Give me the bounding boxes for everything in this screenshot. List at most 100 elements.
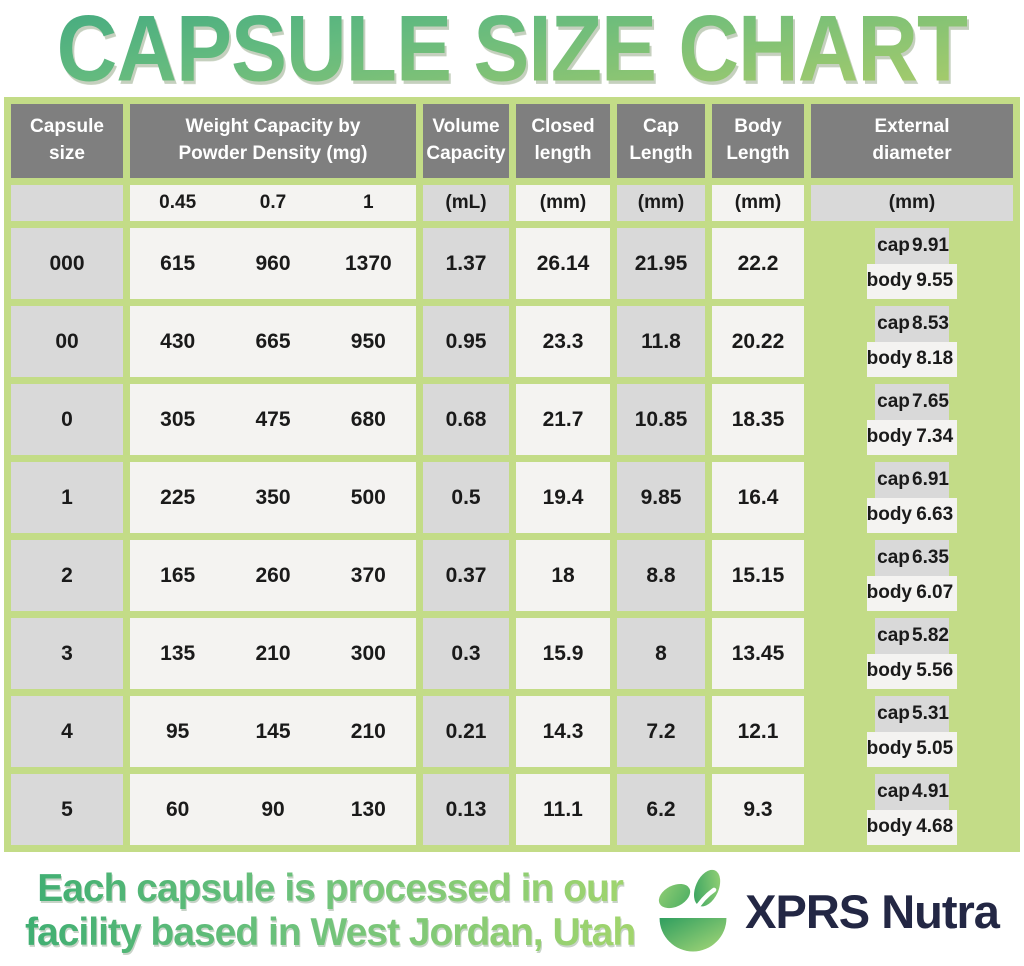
weight-07: 475 [255,407,291,431]
header-closed-length-label: Closed length [531,116,595,164]
body-length-cell: 12.1 [712,696,804,767]
body-length-cell: 22.2 [712,228,804,299]
header-external-diameter-label: External diameter [872,116,952,164]
external-body-row: body 6.07 [866,575,958,611]
weight-045: 225 [160,485,196,509]
external-cap-row: cap 4.91 [875,774,949,810]
capsule-size-cell: 2 [11,540,123,611]
closed-length-cell: 15.9 [516,618,610,689]
ext-cap-value: 5.31 [912,702,949,724]
weight-1: 500 [350,485,386,509]
ext-cap-label: cap [877,624,910,646]
closed-length-cell: 11.1 [516,774,610,845]
weight-045: 615 [160,251,196,275]
external-diameter-cell: cap 9.91 body 9.55 [811,228,1013,299]
table-row-00: 00 430 665 950 0.95 23.3 11.8 20.22 cap … [11,306,1013,377]
weight-capacity-cell: 430 665 950 [130,306,416,377]
header-volume-capacity-label: Volume Capacity [426,116,506,164]
ext-body-value: 8.18 [916,348,954,370]
weight-07: 145 [255,719,291,743]
volume-capacity-cell: 0.21 [423,696,509,767]
external-diameter-cell: cap 5.82 body 5.56 [811,618,1013,689]
body-length-cell: 9.3 [712,774,804,845]
external-diameter-cell: cap 8.53 body 8.18 [811,306,1013,377]
header-body-length-label: Body Length [726,116,790,164]
footer-tagline: Each capsule is processed in our facilit… [25,867,635,954]
closed-length-cell: 18 [516,540,610,611]
external-body-row: body 8.18 [866,341,958,377]
volume-capacity-cell: 0.68 [423,384,509,455]
cap-length-cell: 7.2 [617,696,705,767]
ext-body-label: body [866,504,912,526]
ext-body-label: body [866,270,912,292]
external-cap-row: cap 7.65 [875,384,949,420]
capsule-size-table: Capsule size Weight Capacity by Powder D… [4,97,1020,852]
closed-length-cell: 26.14 [516,228,610,299]
header-body-length: Body Length [712,104,804,178]
units-cap: (mm) [617,185,705,221]
weight-045: 60 [165,797,190,821]
ext-body-label: body [866,426,912,448]
ext-cap-value: 4.91 [912,780,949,802]
ext-body-value: 6.07 [916,582,954,604]
external-diameter-cell: cap 4.91 body 4.68 [811,774,1013,845]
ext-body-value: 6.63 [916,504,954,526]
header-capsule-size: Capsule size [11,104,123,178]
weight-capacity-cell: 60 90 130 [130,774,416,845]
table-row-3: 3 135 210 300 0.3 15.9 8 13.45 cap 5.82 … [11,618,1013,689]
external-cap-row: cap 5.82 [875,618,949,654]
weight-1: 950 [350,329,386,353]
external-diameter-cell: cap 6.35 body 6.07 [811,540,1013,611]
body-length-cell: 15.15 [712,540,804,611]
body-length-cell: 16.4 [712,462,804,533]
ext-cap-value: 7.65 [912,390,949,412]
capsule-size-cell: 3 [11,618,123,689]
ext-cap-label: cap [877,702,910,724]
weight-1: 370 [350,563,386,587]
weight-1: 130 [350,797,386,821]
units-empty-cell [11,185,123,221]
weight-1: 300 [350,641,386,665]
body-length-cell: 18.35 [712,384,804,455]
external-body-row: body 7.34 [866,419,958,455]
ext-cap-label: cap [877,780,910,802]
external-diameter-cell: cap 5.31 body 5.05 [811,696,1013,767]
cap-length-cell: 11.8 [617,306,705,377]
ext-cap-value: 6.35 [912,546,949,568]
ext-body-label: body [866,816,912,838]
weight-07: 350 [255,485,291,509]
units-closed: (mm) [516,185,610,221]
external-diameter-cell: cap 7.65 body 7.34 [811,384,1013,455]
ext-cap-label: cap [877,234,910,256]
external-body-row: body 9.55 [866,263,958,299]
ext-cap-label: cap [877,390,910,412]
units-volume: (mL) [423,185,509,221]
header-external-diameter: External diameter [811,104,1013,178]
weight-capacity-cell: 615 960 1370 [130,228,416,299]
cap-length-cell: 8 [617,618,705,689]
header-cap-length: Cap Length [617,104,705,178]
weight-07: 210 [255,641,291,665]
weight-07: 260 [255,563,291,587]
footer-tagline-line2: facility based in West Jordan, Utah [25,911,636,954]
weight-1: 1370 [344,251,392,275]
ext-body-value: 5.05 [916,738,954,760]
table-row-1: 1 225 350 500 0.5 19.4 9.85 16.4 cap 6.9… [11,462,1013,533]
capsule-size-cell: 1 [11,462,123,533]
external-cap-row: cap 9.91 [875,228,949,264]
cap-length-cell: 21.95 [617,228,705,299]
weight-07: 665 [255,329,291,353]
ext-body-label: body [866,582,912,604]
capsule-size-cell: 00 [11,306,123,377]
closed-length-cell: 21.7 [516,384,610,455]
weight-07: 90 [261,797,285,821]
table-row-000: 000 615 960 1370 1.37 26.14 21.95 22.2 c… [11,228,1013,299]
table-header-row: Capsule size Weight Capacity by Powder D… [11,104,1013,178]
weight-capacity-cell: 95 145 210 [130,696,416,767]
cap-length-cell: 6.2 [617,774,705,845]
ext-cap-label: cap [877,546,910,568]
ext-body-label: body [866,348,912,370]
header-capsule-size-label: Capsule size [30,116,104,164]
ext-cap-label: cap [877,312,910,334]
external-body-row: body 4.68 [866,809,958,845]
